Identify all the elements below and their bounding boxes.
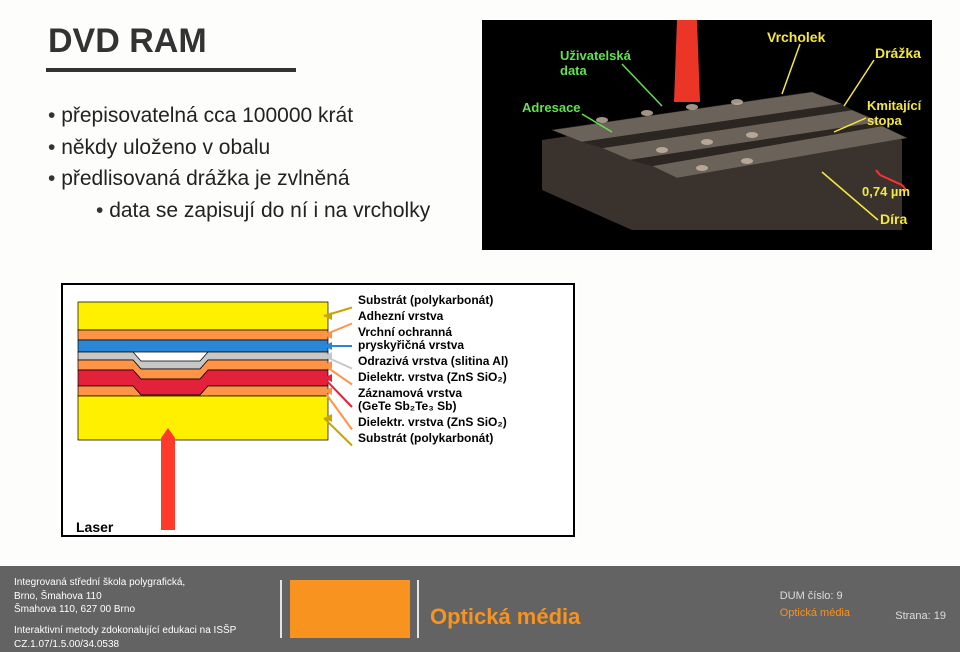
footer: Integrovaná střední škola polygrafická, … — [0, 566, 960, 652]
footer-center-title: Optická média — [430, 604, 580, 630]
svg-text:Drážka: Drážka — [875, 45, 921, 61]
svg-text:Kmitající: Kmitající — [867, 98, 922, 113]
bullet-1: přepisovatelná cca 100000 krát — [48, 100, 468, 132]
svg-text:Adresace: Adresace — [522, 100, 581, 115]
top-diagram: Uživatelskádata Adresace Vrcholek Drážka Kmi… — [482, 20, 932, 250]
org-line-3: Šmahova 110, 627 00 Brno — [14, 604, 135, 615]
footer-om: Optická média — [780, 607, 850, 619]
svg-text:data: data — [560, 63, 588, 78]
svg-text:Laser: Laser — [76, 519, 114, 535]
bullet-3: předlisovaná drážka je zvlněná — [48, 163, 468, 195]
footer-divider-1 — [417, 580, 419, 638]
svg-text:stopa: stopa — [867, 113, 902, 128]
footer-dum: DUM číslo: 9 — [780, 590, 843, 602]
svg-text:Odrazivá vrstva (slitina Al): Odrazivá vrstva (slitina Al) — [358, 354, 508, 368]
footer-orange-block — [290, 580, 410, 638]
proj-line-2: CZ.1.07/1.5.00/34.0538 — [14, 639, 119, 650]
layer-diagram: Substrát (polykarbonát) Adhezní vrstva Vrc… — [58, 280, 578, 540]
footer-page: Strana: 19 — [895, 610, 946, 622]
footer-project: Interaktivní metody zdokonalující edukac… — [14, 624, 236, 651]
svg-text:Vrcholek: Vrcholek — [767, 29, 826, 45]
bullet-list: přepisovatelná cca 100000 krát někdy ulo… — [48, 100, 468, 226]
svg-text:Dielektr. vrstva (ZnS SiO₂): Dielektr. vrstva (ZnS SiO₂) — [358, 370, 507, 384]
page-title: DVD RAM — [48, 22, 207, 61]
proj-line-1: Interaktivní metody zdokonalující edukac… — [14, 625, 236, 636]
svg-text:Substrát (polykarbonát): Substrát (polykarbonát) — [358, 293, 493, 307]
bullet-3-1: data se zapisují do ní i na vrcholky — [96, 195, 468, 227]
svg-text:pryskyřičná vrstva: pryskyřičná vrstva — [358, 338, 464, 352]
svg-text:Vrchní ochranná: Vrchní ochranná — [358, 325, 452, 339]
svg-text:Substrát (polykarbonát): Substrát (polykarbonát) — [358, 431, 493, 445]
org-line-1: Integrovaná střední škola polygrafická, — [14, 577, 185, 588]
footer-divider-0 — [280, 580, 282, 638]
title-underline — [46, 68, 296, 72]
svg-text:(GeTe Sb₂Te₃ Sb): (GeTe Sb₂Te₃ Sb) — [358, 399, 456, 413]
svg-text:Díra: Díra — [880, 211, 907, 227]
footer-org: Integrovaná střední škola polygrafická, … — [14, 576, 185, 617]
svg-text:Záznamová vrstva: Záznamová vrstva — [358, 386, 462, 400]
svg-text:Adhezní vrstva: Adhezní vrstva — [358, 309, 444, 323]
org-line-2: Brno, Šmahova 110 — [14, 591, 102, 602]
svg-text:Uživatelská: Uživatelská — [560, 48, 632, 63]
svg-text:0,74 µm: 0,74 µm — [862, 184, 910, 199]
bullet-2: někdy uloženo v obalu — [48, 132, 468, 164]
svg-text:Dielektr. vrstva (ZnS SiO₂): Dielektr. vrstva (ZnS SiO₂) — [358, 415, 507, 429]
footer-right: DUM číslo: 9 Optická média — [780, 588, 850, 621]
